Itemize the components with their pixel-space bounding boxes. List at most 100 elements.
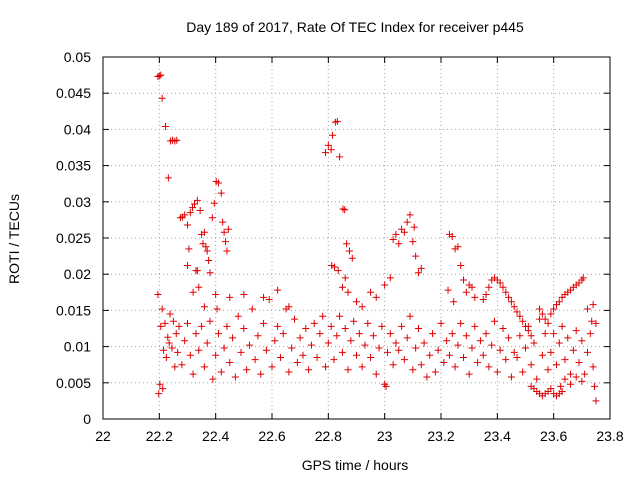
y-tick-label: 0.02 [64,266,91,282]
data-point [460,276,468,284]
data-point [245,341,253,349]
data-point [581,370,589,378]
data-point [226,293,234,301]
data-point [474,359,482,367]
data-point [485,363,493,371]
data-point [339,205,347,213]
x-tick-label: 23.4 [484,428,511,444]
y-tick-label: 0.03 [64,194,91,210]
data-point [533,375,541,383]
data-point [541,330,549,338]
data-point [184,221,191,229]
data-point [395,346,403,354]
x-tick-label: 22 [95,428,111,444]
data-point [358,363,366,371]
data-point [336,153,344,161]
data-point [154,290,162,298]
data-point [403,218,411,226]
data-point [448,330,456,338]
y-tick-label: 0.01 [64,339,91,355]
data-point [243,366,251,374]
data-point [586,330,594,338]
data-point [398,322,406,330]
data-point [482,330,490,338]
data-point [316,330,324,338]
data-point [552,361,560,369]
data-point [203,247,211,255]
data-point [341,274,349,282]
data-point [265,296,273,304]
data-point [353,351,360,359]
chart-title: Day 189 of 2017, Rate Of TEC Index for r… [186,19,524,35]
x-tick-label: 22.8 [315,428,342,444]
data-point [299,351,307,359]
data-point [327,146,335,154]
data-point [202,243,210,251]
data-point [572,373,580,381]
data-point [460,353,468,361]
data-point [271,337,279,345]
data-point [158,305,166,313]
data-point [555,339,563,347]
data-point [262,346,270,354]
data-point [195,346,203,354]
data-point [381,281,389,289]
y-tick-label: 0.025 [56,230,91,246]
data-point [445,351,453,359]
data-point [434,346,442,354]
data-point [171,363,179,371]
data-point [392,339,400,347]
data-point [193,267,201,275]
data-point [505,334,513,342]
data-point [172,330,180,338]
y-tick-label: 0.04 [64,121,91,137]
data-point [589,363,597,371]
data-point [348,254,356,262]
data-point [214,330,222,338]
data-point [214,179,222,187]
data-point [462,332,470,340]
data-point [550,305,558,313]
data-point [476,337,484,345]
data-point [558,387,566,395]
data-point [333,332,341,340]
data-point [448,233,456,241]
y-axis-label: ROTI / TECUs [6,194,22,284]
data-point [353,298,360,306]
data-point [302,325,310,332]
data-point [344,288,352,296]
data-point [409,238,417,246]
data-point [161,319,169,327]
data-point [237,348,245,356]
data-point [254,332,262,340]
data-point [240,325,248,332]
data-point [358,303,366,311]
data-point [276,353,284,361]
data-point [234,312,242,320]
data-point [519,368,527,376]
data-point [372,293,380,301]
data-point [166,310,174,318]
data-point [217,368,225,376]
axis-ticks: 22 22.2 22.4 22.6 22.8 23 23.2 23.4 23.6 23.8 0 0.0… [56,49,624,444]
y-tick-label: 0.045 [56,85,91,101]
data-point [538,351,546,359]
data-point [507,298,515,306]
data-point [329,131,337,139]
data-point [296,334,304,342]
data-point [561,356,569,364]
data-point [168,344,176,352]
data-point [350,317,358,325]
data-point [343,240,351,248]
data-point [572,327,580,335]
data-point [174,348,182,356]
data-point [334,267,342,275]
data-point [184,319,191,327]
data-point [160,346,168,354]
data-point [173,136,181,144]
data-point [224,225,232,233]
data-point [219,218,227,226]
data-point [496,279,504,287]
data-point [189,370,197,378]
data-point [505,293,513,301]
